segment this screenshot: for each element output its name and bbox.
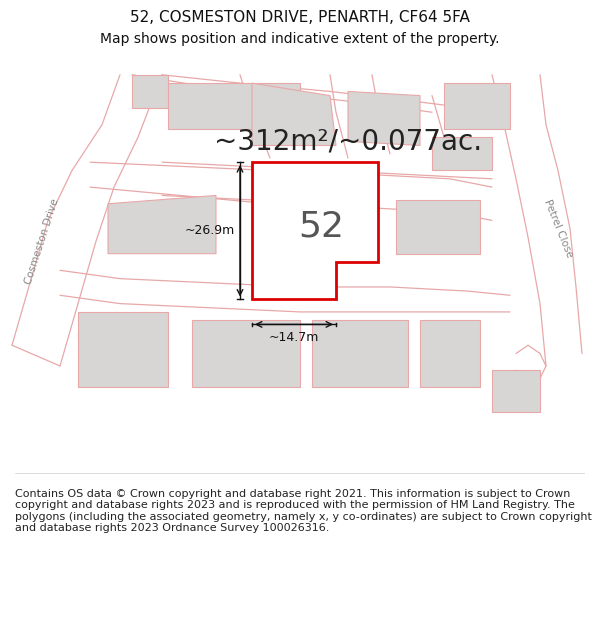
Polygon shape (252, 162, 378, 299)
Text: 52: 52 (298, 209, 344, 244)
Polygon shape (396, 199, 480, 254)
Text: 52, COSMESTON DRIVE, PENARTH, CF64 5FA: 52, COSMESTON DRIVE, PENARTH, CF64 5FA (130, 10, 470, 25)
Polygon shape (252, 83, 336, 146)
Polygon shape (168, 83, 300, 129)
Polygon shape (444, 83, 510, 129)
Text: ~312m²/~0.077ac.: ~312m²/~0.077ac. (214, 127, 482, 156)
Polygon shape (78, 312, 168, 387)
Polygon shape (132, 75, 168, 108)
Text: ~14.7m: ~14.7m (269, 331, 319, 344)
Text: Cosmeston Drive: Cosmeston Drive (23, 197, 61, 285)
Polygon shape (312, 320, 408, 387)
Text: Contains OS data © Crown copyright and database right 2021. This information is : Contains OS data © Crown copyright and d… (15, 489, 592, 533)
Text: Map shows position and indicative extent of the property.: Map shows position and indicative extent… (100, 32, 500, 46)
Text: ~26.9m: ~26.9m (185, 224, 235, 238)
Polygon shape (108, 196, 216, 254)
Text: Petrel Close: Petrel Close (542, 198, 574, 259)
Polygon shape (192, 320, 300, 387)
Polygon shape (420, 320, 480, 387)
Polygon shape (492, 370, 540, 412)
Polygon shape (432, 138, 492, 171)
Polygon shape (348, 91, 420, 146)
